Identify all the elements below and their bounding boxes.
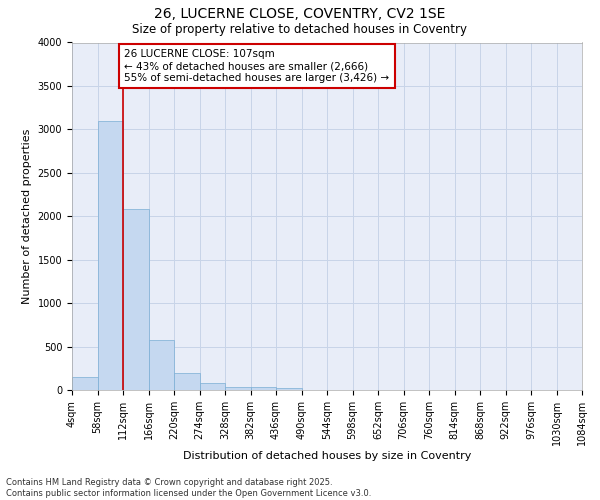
Bar bbox=[225, 386, 251, 390]
Bar bbox=[276, 388, 302, 390]
X-axis label: Distribution of detached houses by size in Coventry: Distribution of detached houses by size … bbox=[183, 450, 471, 460]
Bar bbox=[251, 386, 276, 390]
Bar bbox=[123, 210, 149, 390]
Text: 26 LUCERNE CLOSE: 107sqm
← 43% of detached houses are smaller (2,666)
55% of sem: 26 LUCERNE CLOSE: 107sqm ← 43% of detach… bbox=[124, 50, 389, 82]
Bar bbox=[200, 383, 225, 390]
Bar bbox=[97, 120, 123, 390]
Bar bbox=[174, 372, 199, 390]
Text: 26, LUCERNE CLOSE, COVENTRY, CV2 1SE: 26, LUCERNE CLOSE, COVENTRY, CV2 1SE bbox=[154, 8, 446, 22]
Bar bbox=[149, 340, 174, 390]
Bar bbox=[72, 377, 97, 390]
Text: Contains HM Land Registry data © Crown copyright and database right 2025.
Contai: Contains HM Land Registry data © Crown c… bbox=[6, 478, 371, 498]
Text: Size of property relative to detached houses in Coventry: Size of property relative to detached ho… bbox=[133, 22, 467, 36]
Y-axis label: Number of detached properties: Number of detached properties bbox=[22, 128, 32, 304]
